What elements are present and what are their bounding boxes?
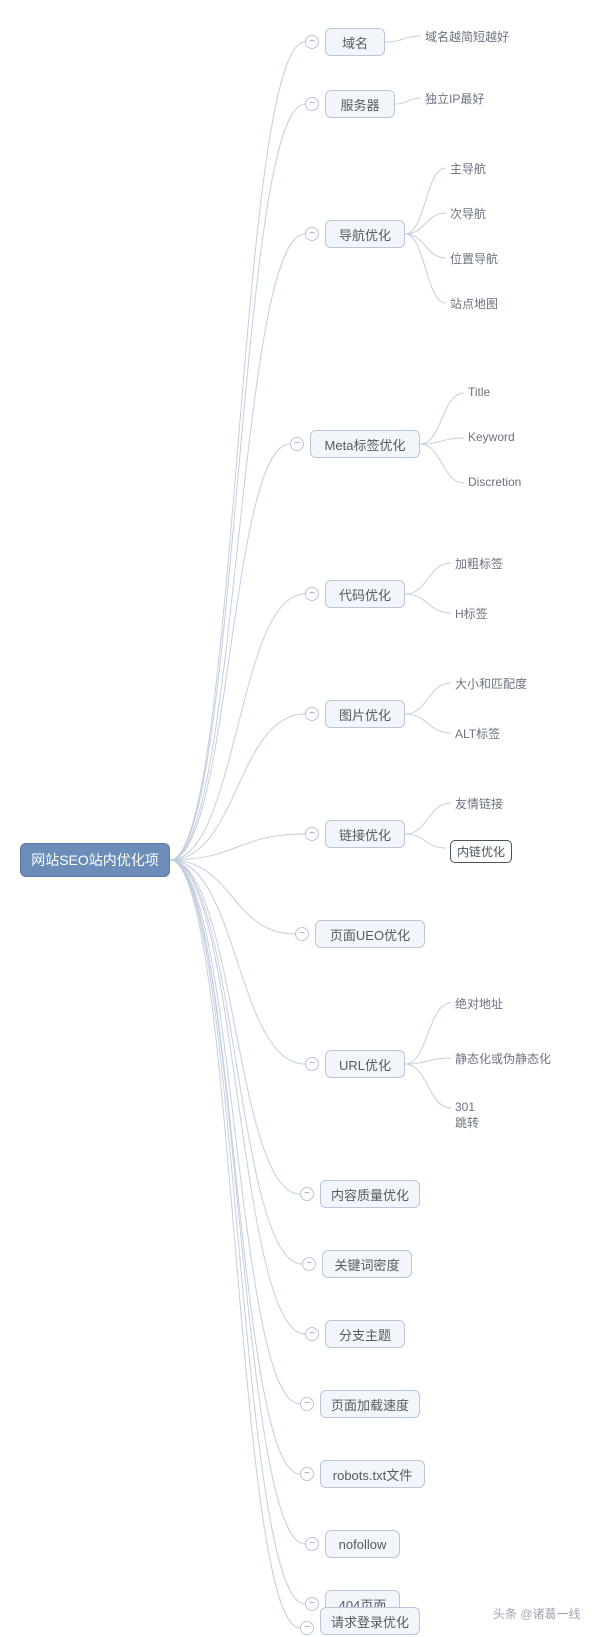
mindmap-node[interactable]: 页面UEO优化 — [315, 920, 425, 948]
mindmap-leaf[interactable]: 主导航 — [450, 160, 486, 177]
expand-icon[interactable]: − — [295, 927, 309, 941]
mindmap-node[interactable]: 代码优化 — [325, 580, 405, 608]
mindmap-node[interactable]: Meta标签优化 — [310, 430, 420, 458]
mindmap-leaf[interactable]: 静态化或伪静态化 — [455, 1050, 551, 1067]
mindmap-node[interactable]: nofollow — [325, 1530, 400, 1558]
node-label: 链接优化 — [339, 825, 391, 844]
leaf-label: ALT标签 — [455, 727, 500, 741]
mindmap-leaf[interactable]: 站点地图 — [450, 295, 498, 312]
node-label: 页面加载速度 — [331, 1395, 409, 1414]
leaf-label: 位置导航 — [450, 252, 498, 266]
expand-icon[interactable]: − — [305, 1597, 319, 1611]
mindmap-node[interactable]: 导航优化 — [325, 220, 405, 248]
node-label: 请求登录优化 — [331, 1612, 409, 1631]
expand-icon[interactable]: − — [302, 1257, 316, 1271]
node-label: 导航优化 — [339, 225, 391, 244]
node-label: 代码优化 — [339, 585, 391, 604]
node-label: 分支主题 — [339, 1325, 391, 1344]
mindmap-node[interactable]: 请求登录优化 — [320, 1607, 420, 1635]
node-label: nofollow — [339, 1537, 387, 1552]
node-label: 服务器 — [340, 95, 379, 114]
mindmap-leaf[interactable]: 大小和匹配度 — [455, 675, 527, 692]
leaf-label: 次导航 — [450, 207, 486, 221]
node-label: URL优化 — [339, 1055, 391, 1074]
leaf-label: 绝对地址 — [455, 997, 503, 1011]
mindmap-leaf[interactable]: Keyword — [468, 430, 515, 444]
expand-icon[interactable]: − — [300, 1467, 314, 1481]
leaf-label: 友情链接 — [455, 797, 503, 811]
mindmap-leaf[interactable]: Discretion — [468, 475, 521, 489]
mindmap-node[interactable]: 内容质量优化 — [320, 1180, 420, 1208]
leaf-label: 域名越简短越好 — [425, 30, 509, 44]
mindmap-leaf-selected[interactable]: 内链优化 — [450, 840, 512, 863]
leaf-label: Discretion — [468, 475, 521, 489]
mindmap-node[interactable]: URL优化 — [325, 1050, 405, 1078]
collapse-icon[interactable]: − — [305, 707, 319, 721]
mindmap-node[interactable]: 服务器 — [325, 90, 395, 118]
mindmap-node[interactable]: 图片优化 — [325, 700, 405, 728]
root-label: 网站SEO站内优化项 — [31, 850, 159, 870]
mindmap-leaf[interactable]: 301 跳转 — [455, 1100, 479, 1131]
node-label: Meta标签优化 — [325, 435, 406, 454]
mindmap-node[interactable]: 链接优化 — [325, 820, 405, 848]
edge-layer — [0, 0, 605, 1637]
node-label: 域名 — [342, 33, 368, 52]
mindmap-leaf[interactable]: 绝对地址 — [455, 995, 503, 1012]
leaf-label: Keyword — [468, 430, 515, 444]
collapse-icon[interactable]: − — [305, 587, 319, 601]
mindmap-node[interactable]: 页面加载速度 — [320, 1390, 420, 1418]
leaf-label: 静态化或伪静态化 — [455, 1052, 551, 1066]
collapse-icon[interactable]: − — [290, 437, 304, 451]
mindmap-leaf[interactable]: 独立IP最好 — [425, 90, 484, 107]
mindmap-leaf[interactable]: 次导航 — [450, 205, 486, 222]
mindmap-leaf[interactable]: 域名越简短越好 — [425, 28, 509, 45]
leaf-label: 301 跳转 — [455, 1100, 479, 1130]
node-label: 页面UEO优化 — [330, 925, 410, 944]
leaf-label: 站点地图 — [450, 297, 498, 311]
collapse-icon[interactable]: − — [305, 35, 319, 49]
leaf-label: 内链优化 — [457, 845, 505, 859]
leaf-label: 大小和匹配度 — [455, 677, 527, 691]
leaf-label: H标签 — [455, 607, 488, 621]
collapse-icon[interactable]: − — [305, 227, 319, 241]
leaf-label: 加粗标签 — [455, 557, 503, 571]
mindmap-node[interactable]: robots.txt文件 — [320, 1460, 425, 1488]
mindmap-root[interactable]: 网站SEO站内优化项 — [20, 843, 170, 877]
collapse-icon[interactable]: − — [305, 1057, 319, 1071]
mindmap-leaf[interactable]: 加粗标签 — [455, 555, 503, 572]
mindmap-leaf[interactable]: ALT标签 — [455, 725, 500, 742]
leaf-label: Title — [468, 385, 490, 399]
leaf-label: 独立IP最好 — [425, 92, 484, 106]
node-label: 图片优化 — [339, 705, 391, 724]
node-label: robots.txt文件 — [333, 1465, 412, 1484]
mindmap-node[interactable]: 分支主题 — [325, 1320, 405, 1348]
watermark-text: 头条 @诸葛一线 — [493, 1605, 581, 1622]
expand-icon[interactable]: − — [300, 1621, 314, 1635]
expand-icon[interactable]: − — [305, 1537, 319, 1551]
mindmap-node[interactable]: 关键词密度 — [322, 1250, 412, 1278]
leaf-label: 主导航 — [450, 162, 486, 176]
mindmap-node[interactable]: 域名 — [325, 28, 385, 56]
expand-icon[interactable]: − — [305, 1327, 319, 1341]
mindmap-leaf[interactable]: 友情链接 — [455, 795, 503, 812]
node-label: 内容质量优化 — [331, 1185, 409, 1204]
mindmap-leaf[interactable]: Title — [468, 385, 490, 399]
expand-icon[interactable]: − — [300, 1397, 314, 1411]
collapse-icon[interactable]: − — [305, 97, 319, 111]
expand-icon[interactable]: − — [300, 1187, 314, 1201]
mindmap-leaf[interactable]: H标签 — [455, 605, 488, 622]
collapse-icon[interactable]: − — [305, 827, 319, 841]
node-label: 关键词密度 — [334, 1255, 399, 1274]
mindmap-leaf[interactable]: 位置导航 — [450, 250, 498, 267]
